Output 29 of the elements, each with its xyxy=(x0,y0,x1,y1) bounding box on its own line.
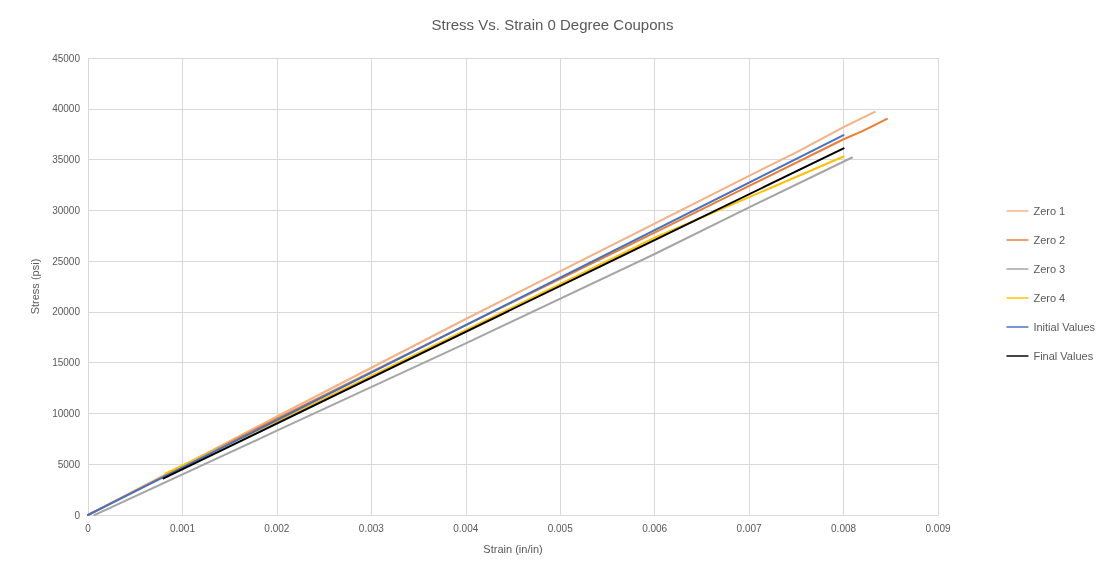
x-tick-label: 0.003 xyxy=(358,522,385,534)
y-tick-label: 10000 xyxy=(52,407,81,419)
x-tick-label: 0 xyxy=(85,522,92,534)
y-tick-label: 40000 xyxy=(52,103,81,115)
y-tick-label: 20000 xyxy=(52,306,81,318)
x-tick-label: 0.005 xyxy=(547,522,574,534)
y-tick-label: 5000 xyxy=(57,458,81,470)
legend-label: Zero 1 xyxy=(1033,205,1066,217)
y-tick-label: 35000 xyxy=(52,154,81,166)
y-tick-label: 0 xyxy=(74,509,81,521)
x-tick-label: 0.009 xyxy=(925,522,951,534)
y-axis-title: Stress (psi) xyxy=(28,258,41,315)
y-tick-label: 15000 xyxy=(52,357,81,369)
legend-label: Zero 2 xyxy=(1033,234,1066,246)
x-tick-label: 0.004 xyxy=(453,522,479,534)
x-tick-label: 0.007 xyxy=(736,522,763,534)
legend-label: Final Values xyxy=(1033,350,1094,362)
x-tick-label: 0.001 xyxy=(169,522,196,534)
y-tick-label: 45000 xyxy=(52,52,81,64)
legend-label: Zero 4 xyxy=(1033,292,1066,304)
legend-label: Zero 3 xyxy=(1033,263,1066,275)
y-tick-label: 30000 xyxy=(52,204,81,216)
x-tick-label: 0.008 xyxy=(831,522,857,534)
x-axis-title: Strain (in/in) xyxy=(483,542,543,555)
chart-title: Stress Vs. Strain 0 Degree Coupons xyxy=(431,16,674,33)
x-tick-label: 0.006 xyxy=(642,522,668,534)
x-tick-label: 0.002 xyxy=(264,522,290,534)
y-tick-label: 25000 xyxy=(52,255,81,267)
legend-label: Initial Values xyxy=(1033,321,1096,333)
